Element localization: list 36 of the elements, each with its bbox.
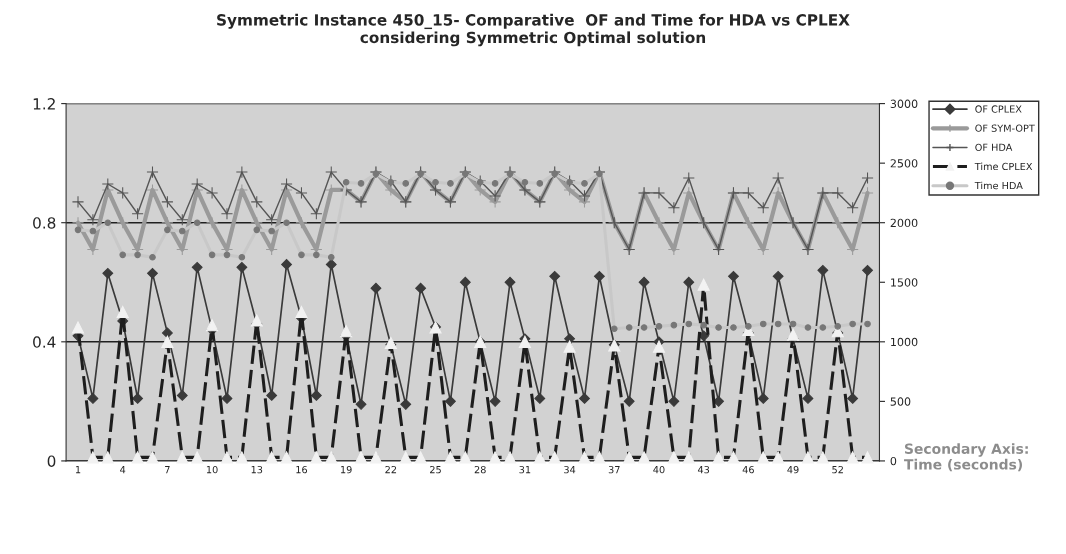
y2-tick-label: 2000 (890, 218, 918, 228)
x-tick-label: 1 (75, 466, 81, 474)
x-tick-label: 10 (206, 465, 218, 474)
legend-label: Time CPLEX (974, 162, 1033, 171)
x-tick-label: 34 (564, 465, 576, 474)
x-tick-label: 7 (165, 466, 170, 474)
y2-tick-label: 0 (890, 456, 897, 466)
x-tick-label: 46 (742, 465, 754, 474)
y2-tick-label: 1500 (891, 278, 918, 287)
y-tick-label: 0.8 (33, 217, 56, 229)
y2-tick-label: 500 (890, 397, 911, 406)
x-tick-label: 37 (608, 465, 620, 474)
legend-label: Time HDA (974, 181, 1023, 190)
x-tick-label: 16 (296, 465, 308, 474)
chart-title: Symmetric Instance 450_15- Comparative OF and Time for HDA vs CPLEX considering Symmetric Optimal solution (217, 13, 850, 47)
x-tick-label: 28 (474, 465, 486, 474)
x-tick-label: 52 (832, 465, 843, 474)
y-tick-label: 0 (47, 455, 56, 467)
y-tick-label: 0.4 (33, 336, 56, 348)
y2-tick-label: 1000 (891, 337, 918, 347)
x-tick-label: 25 (430, 465, 441, 474)
legend-label: OF CPLEX (975, 105, 1022, 113)
x-tick-label: 13 (251, 465, 263, 474)
x-tick-label: 49 (787, 465, 799, 474)
x-tick-label: 4 (120, 466, 126, 474)
y-tick-label: 1.2 (33, 98, 55, 110)
text: Secondary Axis: Time (seconds) (904, 443, 1028, 472)
x-tick-label: 31 (519, 465, 531, 474)
legend-label: OF SYM-OPT (975, 124, 1035, 132)
x-tick-label: 43 (697, 465, 710, 474)
legend-label: OF HDA (975, 143, 1013, 151)
x-tick-label: 40 (653, 465, 665, 474)
x-tick-label: 19 (341, 465, 352, 474)
y2-tick-label: 2500 (890, 159, 918, 168)
y2-tick-label: 3000 (890, 99, 918, 108)
x-tick-label: 22 (385, 465, 397, 474)
